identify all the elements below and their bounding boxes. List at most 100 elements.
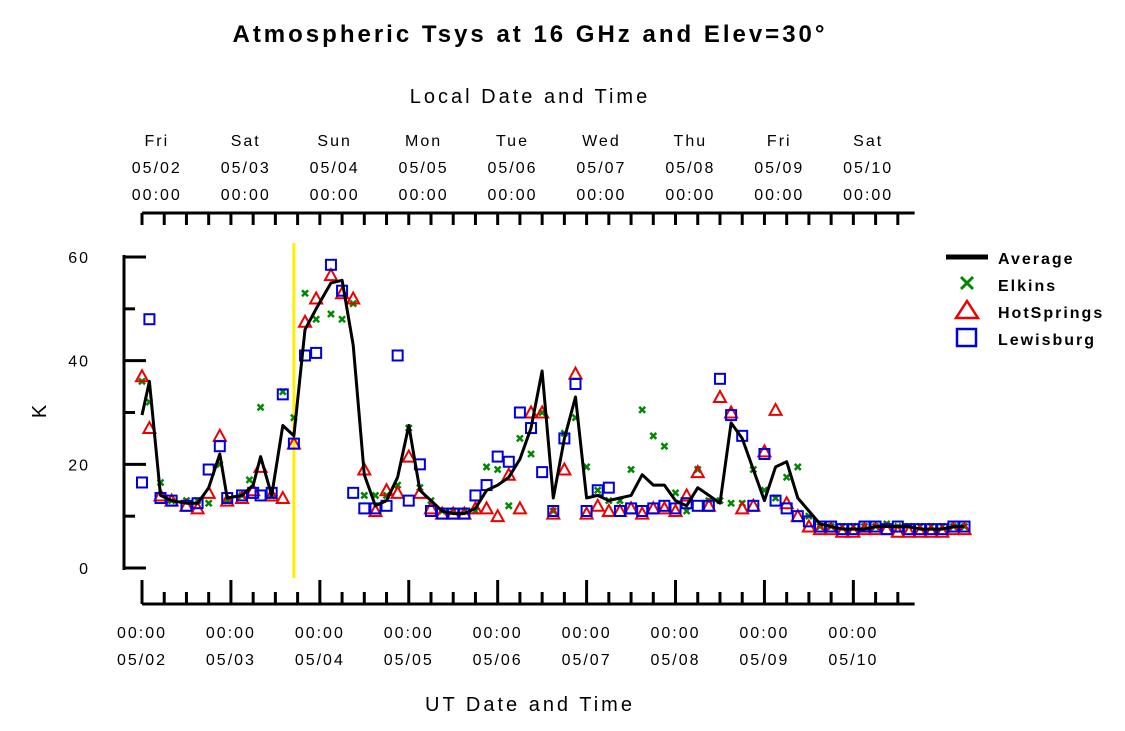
bottom-tick-time: 00:00: [384, 625, 434, 642]
hotsprings-point: [667, 502, 684, 517]
lewisburg-point: [747, 499, 760, 512]
bottom-tick-time: 00:00: [295, 625, 345, 642]
lewisburg-point: [324, 258, 337, 271]
lewisburg-point: [613, 504, 626, 517]
hotsprings-point: [545, 505, 561, 520]
elkins-point: [593, 486, 602, 495]
lewisburg-point: [691, 499, 704, 512]
elkins-point: [671, 488, 680, 497]
lewisburg-point: [602, 481, 615, 494]
lewisburg-point: [536, 466, 549, 479]
lewisburg-point: [424, 504, 437, 517]
hotsprings-point: [389, 484, 406, 499]
bottom-tick-date: 05/08: [650, 652, 700, 669]
top-tick-time: 00:00: [132, 187, 182, 204]
lewisburg-point: [625, 502, 638, 515]
top-tick-day: Tue: [496, 133, 529, 150]
legend-item-lewisburg: Lewisburg: [955, 327, 1096, 349]
elkins-point: [256, 403, 265, 412]
elkins-point: [793, 463, 802, 471]
hotsprings-point: [756, 443, 773, 458]
top-tick-time: 00:00: [665, 187, 715, 204]
elkins-point: [301, 289, 309, 298]
elkins-point: [493, 465, 502, 474]
top-tick-time: 00:00: [221, 187, 271, 204]
top-tick-date: 05/03: [221, 160, 271, 177]
top-tick-day: Wed: [582, 133, 621, 150]
hotsprings-point: [834, 523, 850, 538]
elkins-point: [527, 450, 535, 458]
lewisburg-point: [725, 409, 738, 422]
legend-item-average: Average: [946, 251, 1073, 268]
top-tick-time: 00:00: [399, 187, 449, 204]
hotsprings-point: [678, 487, 695, 502]
bottom-axis: 00:00 05/02 00:00 05/03 00:00 05/04 00:00 05/05…: [117, 580, 915, 669]
top-tick-date: 05/09: [754, 160, 804, 177]
lewisburg-point: [758, 447, 771, 460]
y-tick-label: 0: [79, 561, 90, 578]
hotsprings-point: [212, 427, 228, 442]
hotsprings-point: [134, 368, 150, 383]
lewisburg-point: [358, 502, 371, 515]
top-tick-day: Sat: [853, 133, 883, 150]
elkins-point: [338, 315, 346, 324]
lewisburg-point: [580, 504, 593, 517]
hotsprings-point: [275, 489, 291, 505]
hotsprings-point: [912, 523, 928, 538]
hotsprings-point: [567, 365, 584, 380]
hotsprings-point: [923, 523, 939, 538]
lewisburg-point: [569, 378, 582, 391]
lewisburg-point: [636, 504, 649, 517]
top-tick-date: 05/02: [132, 160, 182, 177]
top-tick-time: 00:00: [754, 187, 804, 204]
x-axis-title: UT Date and Time: [425, 694, 635, 716]
hotsprings-point: [690, 464, 706, 479]
top-tick-day: Thu: [674, 133, 708, 150]
top-tick-date: 05/10: [843, 160, 893, 177]
lewisburg-point: [143, 313, 156, 326]
bottom-tick-date: 05/06: [473, 652, 523, 669]
bottom-tick-date: 05/04: [295, 652, 345, 669]
hotsprings-point: [489, 508, 506, 523]
lewisburg-point: [402, 494, 415, 507]
bottom-tick-time: 00:00: [117, 625, 167, 642]
hotsprings-point: [734, 500, 750, 515]
lewisburg-point: [547, 504, 560, 517]
y-tick-label: 60: [68, 250, 90, 267]
elkins-point: [782, 473, 791, 482]
hotsprings-point: [219, 492, 235, 507]
top-tick-day: Fri: [767, 133, 792, 150]
bottom-tick-date: 05/05: [384, 652, 434, 669]
legend-triangle-swatch: [953, 298, 981, 320]
hotsprings-point: [478, 500, 495, 515]
bottom-tick-date: 05/10: [828, 652, 878, 669]
hotsprings-point: [401, 448, 417, 463]
lewisburg-point: [213, 440, 226, 453]
lewisburg-point: [310, 346, 323, 359]
bottom-tick-date: 05/03: [206, 652, 256, 669]
hotsprings-point: [378, 482, 395, 497]
elkins-point: [627, 465, 635, 474]
top-tick-time: 00:00: [576, 187, 626, 204]
lewisburg-point: [791, 510, 804, 523]
hotsprings-point: [812, 521, 828, 536]
lewisburg-point: [136, 476, 148, 489]
top-tick-date: 05/04: [310, 160, 360, 177]
bottom-tick-time: 00:00: [650, 625, 700, 642]
series-layer: [134, 258, 973, 538]
hotsprings-point: [423, 500, 439, 515]
top-axis-title: Local Date and Time: [410, 86, 650, 108]
hotsprings-point: [590, 497, 606, 512]
top-tick-time: 00:00: [843, 187, 893, 204]
elkins-point: [204, 499, 213, 508]
legend-label: Lewisburg: [998, 332, 1096, 349]
lewisburg-point: [669, 502, 682, 515]
hotsprings-point: [556, 461, 573, 476]
top-tick-day: Sat: [231, 133, 261, 150]
hotsprings-point: [345, 290, 361, 305]
elkins-point: [638, 406, 647, 414]
hotsprings-point: [467, 500, 484, 515]
lewisburg-point: [347, 486, 360, 499]
hotsprings-point: [601, 502, 617, 517]
